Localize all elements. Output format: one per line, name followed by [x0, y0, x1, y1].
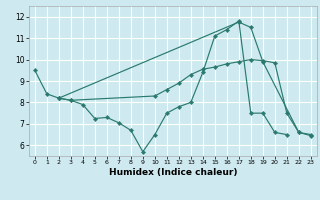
X-axis label: Humidex (Indice chaleur): Humidex (Indice chaleur) — [108, 168, 237, 177]
